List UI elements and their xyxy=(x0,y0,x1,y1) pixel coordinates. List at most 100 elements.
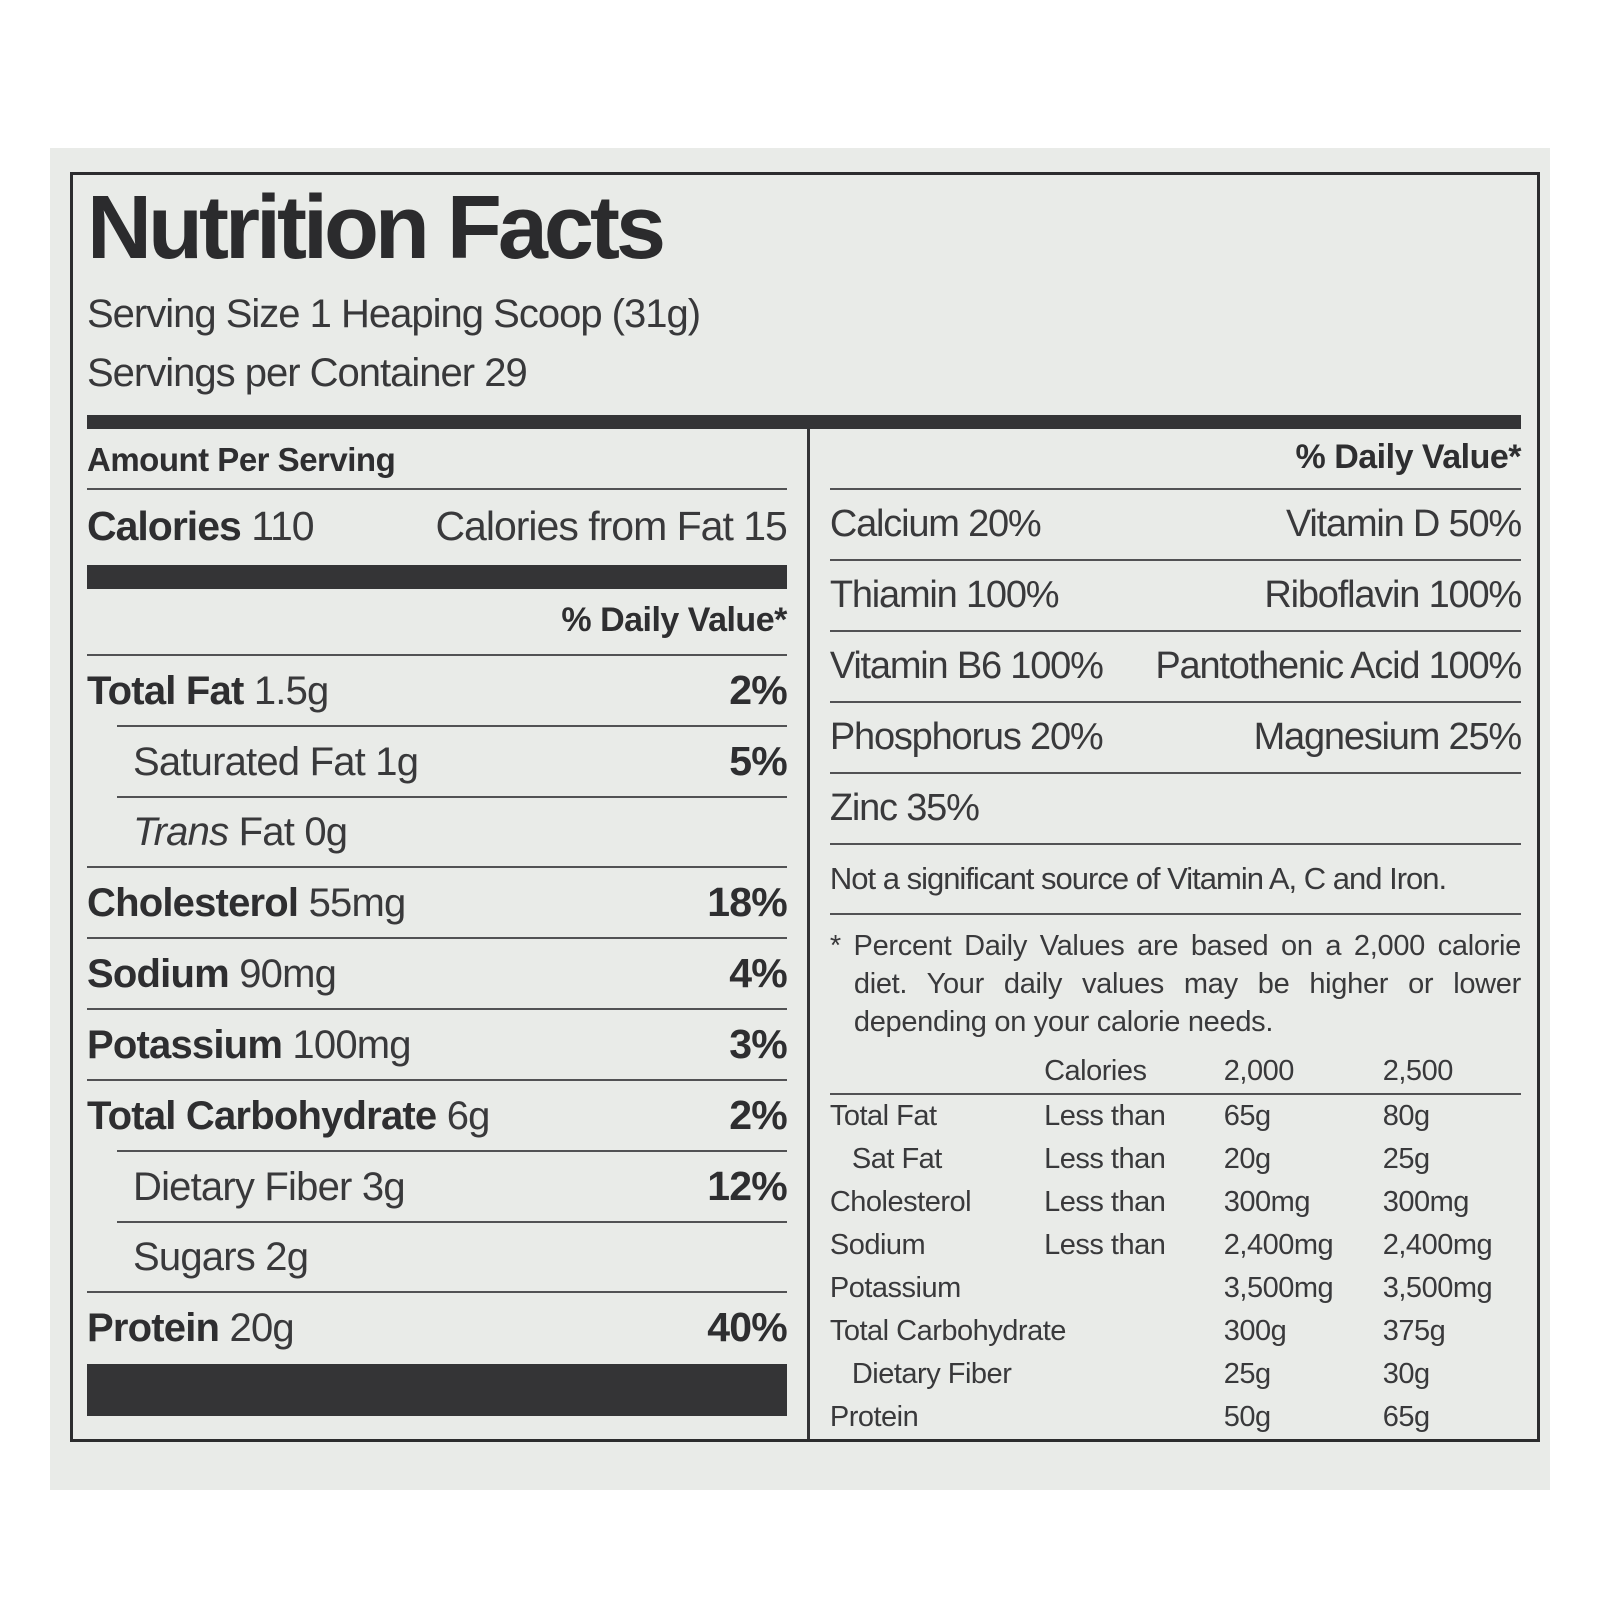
nutrient-row-potassium: Potassium 100mg 3% xyxy=(87,1008,788,1079)
ref-value-2500: 2,400mg xyxy=(1382,1229,1493,1261)
header-cell-blank xyxy=(830,1049,1044,1093)
panel-title: Nutrition Facts xyxy=(87,178,666,278)
ref-qualifier xyxy=(1044,1396,1224,1439)
ref-nutrient: Dietary Fiber xyxy=(851,1358,1012,1390)
nutrient-row-sugars: Sugars 2g xyxy=(117,1221,787,1291)
nutrient-amount: 100mg xyxy=(292,1023,411,1067)
header-cell-calories: Calories xyxy=(1044,1055,1147,1087)
micronutrient-right: Vitamin D 50% xyxy=(1285,503,1522,545)
ref-value-2000: 20g xyxy=(1223,1143,1271,1175)
ref-nutrient: Cholesterol xyxy=(829,1186,972,1218)
label-photo: Nutrition Facts Serving Size 1 Heaping S… xyxy=(50,148,1550,1490)
micronutrient-right: Riboflavin 100% xyxy=(1264,574,1522,616)
reference-row-sat-fat: Sat Fat Less than 20g 25g xyxy=(830,1138,1521,1181)
calories-row: Calories 110 Calories from Fat 15 xyxy=(87,490,788,565)
micronutrient-left: Vitamin B6 100% xyxy=(829,645,1104,687)
nutrient-name-amount: Sugars 2g xyxy=(133,1234,309,1280)
header-cell-2000: 2,000 xyxy=(1223,1055,1295,1087)
micronutrient-left: Thiamin 100% xyxy=(829,574,1060,616)
serving-size-line: Serving Size 1 Heaping Scoop (31g) xyxy=(87,291,701,336)
ref-qualifier xyxy=(1044,1310,1224,1353)
nutrient-name-italic: Trans xyxy=(133,810,229,854)
ref-qualifier xyxy=(1044,1267,1224,1310)
header-cell-2500: 2,500 xyxy=(1382,1055,1454,1087)
reference-row-dietary-fiber: Dietary Fiber 25g 30g xyxy=(830,1353,1521,1396)
nutrient-amount: 0g xyxy=(304,810,348,854)
nutrient-amount: 6g xyxy=(446,1094,491,1138)
calories-label: Calories xyxy=(87,503,242,549)
nutrient-name: Protein xyxy=(87,1306,220,1350)
nutrient-name-amount: Dietary Fiber 3g xyxy=(133,1164,406,1210)
ref-nutrient: Total Fat xyxy=(829,1100,937,1132)
ref-qualifier: Less than xyxy=(1044,1229,1166,1261)
nutrient-amount: 2g xyxy=(265,1235,309,1279)
ref-value-2000: 65g xyxy=(1223,1100,1271,1132)
micronutrient-row-calcium-vitd: Calcium 20% Vitamin D 50% xyxy=(829,490,1522,561)
ref-qualifier: Less than xyxy=(1044,1100,1166,1132)
ref-value-2000: 3,500mg xyxy=(1223,1272,1334,1304)
nutrient-row-total-carbohydrate: Total Carbohydrate 6g 2% xyxy=(87,1079,788,1150)
insignificant-source-note: Not a significant source of Vitamin A, C… xyxy=(829,845,1521,915)
ref-nutrient: Sodium xyxy=(829,1229,926,1261)
micronutrient-column: % Daily Value* Calcium 20% Vitamin D 50%… xyxy=(806,429,1523,1439)
nutrient-name: Total Fat xyxy=(87,669,244,713)
nutrient-name: Dietary Fiber xyxy=(133,1165,352,1209)
nutrient-name: Sugars xyxy=(133,1235,256,1279)
micronutrient-row-b6-pantothenic: Vitamin B6 100% Pantothenic Acid 100% xyxy=(829,632,1522,703)
nutrient-name-amount: Cholesterol 55mg xyxy=(87,880,406,926)
nutrient-name: Saturated Fat xyxy=(133,740,366,784)
daily-value-header-left: % Daily Value* xyxy=(561,601,787,639)
nutrient-row-sodium: Sodium 90mg 4% xyxy=(87,937,788,1008)
micronutrient-right: Magnesium 25% xyxy=(1253,716,1523,758)
amount-per-serving-header: Amount Per Serving xyxy=(87,429,787,490)
nutrient-daily-value: 2% xyxy=(729,1092,787,1138)
ref-value-2000: 25g xyxy=(1223,1358,1271,1390)
nutrient-daily-value: 5% xyxy=(729,738,787,784)
nutrient-daily-value: 40% xyxy=(707,1304,787,1350)
ref-value-2000: 300g xyxy=(1223,1315,1287,1347)
nutrient-daily-value: 4% xyxy=(729,950,787,996)
reference-values-table: Calories 2,000 2,500 Total Fat Less than… xyxy=(829,1049,1521,1439)
nutrient-name: Total Carbohydrate xyxy=(87,1094,437,1138)
nutrient-row-protein: Protein 20g 40% xyxy=(87,1291,788,1362)
nutrition-facts-panel: Nutrition Facts Serving Size 1 Heaping S… xyxy=(70,172,1540,1442)
calories-number: 110 xyxy=(251,503,314,549)
reference-row-potassium: Potassium 3,500mg 3,500mg xyxy=(830,1267,1521,1310)
nutrient-name: Cholesterol xyxy=(87,881,299,925)
calories-from-fat: Calories from Fat 15 xyxy=(435,503,787,549)
ref-qualifier: Less than xyxy=(1044,1143,1166,1175)
nutrient-amount: 1.5g xyxy=(253,669,329,713)
nutrient-daily-value: 2% xyxy=(729,667,787,713)
nutrient-amount: 20g xyxy=(229,1306,295,1350)
nutrient-name-amount: Protein 20g xyxy=(87,1305,295,1351)
nutrient-name-amount: Sodium 90mg xyxy=(87,951,337,997)
nutrient-row-cholesterol: Cholesterol 55mg 18% xyxy=(87,866,788,937)
ref-value-2000: 300mg xyxy=(1223,1186,1311,1218)
ref-value-2500: 30g xyxy=(1382,1358,1430,1390)
nutrient-name-amount: Potassium 100mg xyxy=(87,1022,412,1068)
calories-value: Calories 110 xyxy=(87,503,315,550)
ref-value-2500: 3,500mg xyxy=(1382,1272,1493,1304)
micronutrient-left: Calcium 20% xyxy=(829,503,1042,545)
daily-value-header-right: % Daily Value* xyxy=(829,429,1522,490)
nutrient-name: Sodium xyxy=(87,952,230,996)
nutrient-amount: 90mg xyxy=(239,952,337,996)
daily-value-footnote: * Percent Daily Values are based on a 2,… xyxy=(829,930,1521,1038)
thick-divider-bar-top xyxy=(87,415,1521,429)
nutrient-daily-value: 18% xyxy=(707,879,787,925)
micronutrient-right: Pantothenic Acid 100% xyxy=(1155,645,1522,687)
ref-value-2500: 65g xyxy=(1382,1401,1430,1433)
ref-qualifier xyxy=(1044,1353,1224,1396)
nutrient-amount: 1g xyxy=(375,740,419,784)
nutrient-name-amount: Total Carbohydrate 6g xyxy=(87,1093,490,1139)
ref-value-2500: 25g xyxy=(1382,1143,1430,1175)
nutrient-amount: 3g xyxy=(361,1165,406,1209)
panel-columns: Amount Per Serving Calories 110 Calories… xyxy=(87,429,1523,1439)
nutrient-name-amount: Total Fat 1.5g xyxy=(87,668,329,714)
nutrient-name: Potassium xyxy=(87,1023,283,1067)
micronutrient-row-thiamin-riboflavin: Thiamin 100% Riboflavin 100% xyxy=(829,561,1522,632)
ref-qualifier: Less than xyxy=(1044,1186,1166,1218)
nutrient-daily-value: 12% xyxy=(707,1163,787,1209)
nutrient-row-dietary-fiber: Dietary Fiber 3g 12% xyxy=(117,1150,788,1221)
nutrient-name: Fat xyxy=(238,810,295,854)
